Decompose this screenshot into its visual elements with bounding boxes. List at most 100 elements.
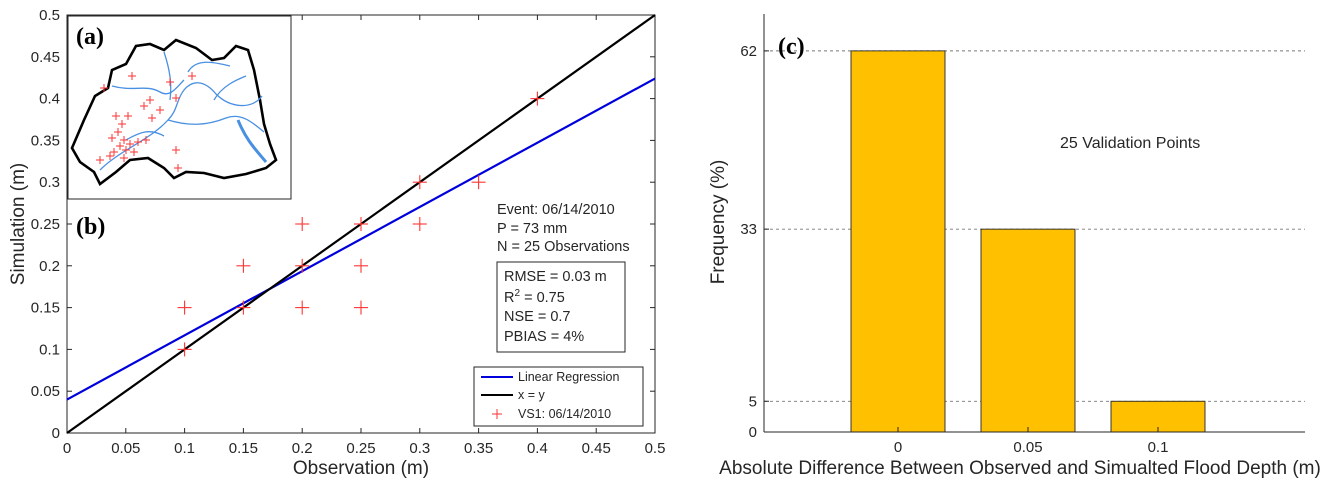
scatter-y-tick-label: 0.1 <box>39 341 60 358</box>
bar-panel: 0 5 33 62 0 0.05 0.1 (c) 25 Validation Points… <box>708 14 1321 479</box>
scatter-x-axis-title: Observation (m) <box>293 458 429 479</box>
bar-x-axis-title: Absolute Difference Between Observed and… <box>719 458 1321 479</box>
scatter-x-tick-label: 0.15 <box>229 440 258 457</box>
inset-marker <box>124 112 132 120</box>
scatter-point <box>354 217 368 231</box>
inset-marker <box>108 134 116 142</box>
scatter-x-tick-label: 0.05 <box>111 440 140 457</box>
inset-marker <box>112 112 120 120</box>
inset-marker <box>116 142 124 150</box>
scatter-x-ticks: 0 0.05 0.1 0.15 0.2 0.25 0.3 0.35 0.4 0.45 0.5 <box>63 15 666 457</box>
scatter-y-tick-label: 0 <box>52 425 60 442</box>
scatter-y-tick-label: 0.05 <box>31 383 60 400</box>
scatter-y-tick-label: 0.15 <box>31 300 60 317</box>
scatter-point <box>412 217 427 231</box>
scatter-legend: Linear Regression x = y VS1: 06/14/2010 <box>473 366 644 427</box>
scatter-x-tick-label: 0.35 <box>464 440 493 457</box>
inset-marker <box>140 102 148 110</box>
inset-marker <box>114 128 122 136</box>
inset-marker <box>156 106 164 114</box>
inset-marker <box>166 78 174 86</box>
bar-bars <box>850 50 1206 433</box>
legend-swatch-points <box>492 409 502 419</box>
stats-box: RMSE = 0.03 m R2 = 0.75 NSE = 0.7 PBIAS … <box>496 261 626 353</box>
inset-marker <box>134 138 142 146</box>
scatter-point <box>295 300 310 315</box>
scatter-point <box>354 300 368 315</box>
bar-y-tick-label: 62 <box>740 43 757 60</box>
scatter-y-ticks: 0 0.05 0.1 0.15 0.2 0.25 0.3 0.35 0.4 0.45 0.5 <box>31 7 655 442</box>
stats-frame <box>496 261 626 353</box>
stat-nse: NSE = 0.7 <box>504 309 571 325</box>
scatter-point <box>295 217 310 231</box>
bar-x-tick-label: 0.05 <box>1013 439 1042 456</box>
scatter-x-tick-label: 0 <box>63 440 71 457</box>
bar-x-tick-label: 0.1 <box>1148 439 1169 456</box>
inset-marker <box>188 72 196 80</box>
scatter-y-tick-label: 0.3 <box>39 174 60 191</box>
bar-y-axis-title: Frequency (%) <box>708 160 729 285</box>
scatter-point <box>471 175 486 190</box>
inset-marker <box>130 148 138 156</box>
inset-panel-label: (a) <box>76 24 104 50</box>
scatter-x-tick-label: 0.45 <box>582 440 611 457</box>
stat-rmse: RMSE = 0.03 m <box>504 269 607 285</box>
inset-marker <box>110 148 118 156</box>
scatter-x-tick-label: 0.1 <box>174 440 195 457</box>
legend-label-identity: x = y <box>518 388 545 402</box>
scatter-y-tick-label: 0.25 <box>31 216 60 233</box>
scatter-point <box>354 258 368 273</box>
scatter-x-tick-label: 0.4 <box>527 440 548 457</box>
bar-y-tick-label: 5 <box>749 393 757 410</box>
inset-marker <box>142 136 150 144</box>
inset-marker <box>128 72 136 80</box>
inset-marker <box>96 156 104 164</box>
scatter-x-tick-label: 0.25 <box>346 440 375 457</box>
bar-x-tick-label: 0 <box>894 439 902 456</box>
inset-marker <box>174 164 182 172</box>
inset-marker <box>172 146 180 154</box>
event-precip: P = 73 mm <box>497 221 567 237</box>
inset-marker <box>120 136 128 144</box>
event-count: N = 25 Observations <box>497 239 630 255</box>
inset-marker <box>146 96 154 104</box>
legend-label-regression: Linear Regression <box>518 370 619 384</box>
scatter-point <box>412 175 427 190</box>
scatter-y-tick-label: 0.45 <box>31 49 60 66</box>
scatter-point <box>236 300 251 315</box>
scatter-y-tick-label: 0.5 <box>39 7 60 24</box>
inset-marker <box>122 146 130 154</box>
stat-pbias: PBIAS = 4% <box>504 329 584 345</box>
inset-marker <box>120 154 128 162</box>
bar-0.05 <box>980 228 1076 433</box>
scatter-point <box>295 258 310 273</box>
scatter-point <box>177 342 192 357</box>
bar-0 <box>850 50 946 433</box>
bar-panel-label: (c) <box>778 34 805 60</box>
bar-y-tick-label: 0 <box>749 424 757 441</box>
scatter-point <box>530 91 545 106</box>
regression-line <box>66 77 656 401</box>
scatter-x-tick-label: 0.5 <box>645 440 666 457</box>
inset-marker <box>106 152 114 160</box>
scatter-y-tick-label: 0.4 <box>39 91 60 108</box>
scatter-panel: 0 0.05 0.1 0.15 0.2 0.25 0.3 0.35 0.4 0.45 0.5 0 0.… <box>8 7 665 479</box>
inset-marker <box>126 140 134 148</box>
bar-x-ticks: 0 0.05 0.1 <box>894 427 1169 456</box>
scatter-points <box>177 91 545 357</box>
scatter-point <box>236 258 251 273</box>
inset-marker <box>118 120 126 128</box>
scatter-y-tick-label: 0.35 <box>31 132 60 149</box>
bar-y-ticks: 0 5 33 62 <box>740 43 769 441</box>
stat-r2: R2 = 0.75 <box>504 288 565 306</box>
scatter-x-tick-label: 0.2 <box>292 440 313 457</box>
scatter-panel-label: (b) <box>76 214 105 240</box>
bar-annotation: 25 Validation Points <box>1060 135 1200 152</box>
inset-marker <box>148 114 156 122</box>
inset-markers <box>96 72 196 172</box>
scatter-y-tick-label: 0.2 <box>39 258 60 275</box>
legend-label-points: VS1: 06/14/2010 <box>518 407 611 421</box>
scatter-y-axis-title: Simulation (m) <box>8 163 29 285</box>
scatter-point <box>177 300 192 315</box>
